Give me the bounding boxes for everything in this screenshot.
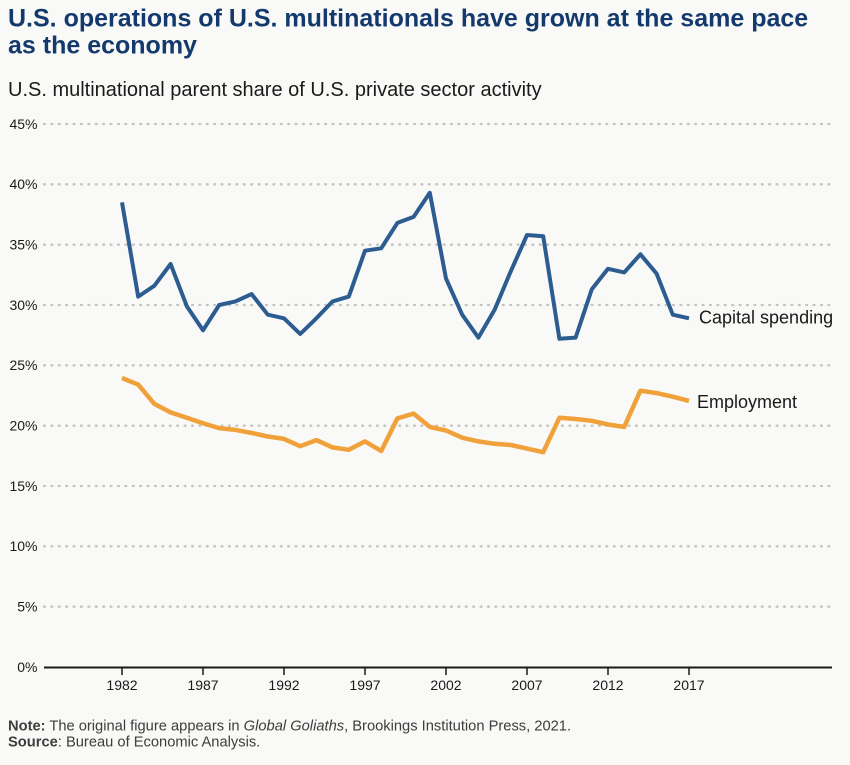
svg-text:Source: Bureau of Economic Ana: Source: Bureau of Economic Analysis. — [8, 735, 260, 751]
svg-text:1992: 1992 — [268, 677, 299, 693]
svg-text:U.S. operations of U.S. multin: U.S. operations of U.S. multinationals h… — [8, 5, 808, 33]
svg-text:as the economy: as the economy — [8, 32, 197, 60]
svg-text:U.S. multinational parent shar: U.S. multinational parent share of U.S. … — [8, 79, 542, 101]
svg-text:1987: 1987 — [187, 677, 218, 693]
svg-text:2002: 2002 — [430, 677, 461, 693]
svg-text:1982: 1982 — [106, 677, 137, 693]
svg-text:Employment: Employment — [697, 392, 797, 412]
svg-text:10%: 10% — [9, 538, 37, 554]
svg-text:Capital spending: Capital spending — [699, 308, 833, 328]
svg-text:25%: 25% — [9, 357, 37, 373]
svg-text:35%: 35% — [9, 237, 37, 253]
svg-text:2007: 2007 — [511, 677, 542, 693]
svg-text:2012: 2012 — [592, 677, 623, 693]
svg-text:15%: 15% — [9, 478, 37, 494]
svg-text:1997: 1997 — [349, 677, 380, 693]
svg-text:20%: 20% — [9, 418, 37, 434]
svg-text:5%: 5% — [17, 599, 37, 615]
svg-text:45%: 45% — [9, 116, 37, 132]
svg-text:30%: 30% — [9, 297, 37, 313]
svg-text:40%: 40% — [9, 176, 37, 192]
svg-text:0%: 0% — [17, 659, 37, 675]
svg-text:Note: The original figure appe: Note: The original figure appears in Glo… — [8, 719, 571, 735]
svg-text:2017: 2017 — [673, 677, 704, 693]
